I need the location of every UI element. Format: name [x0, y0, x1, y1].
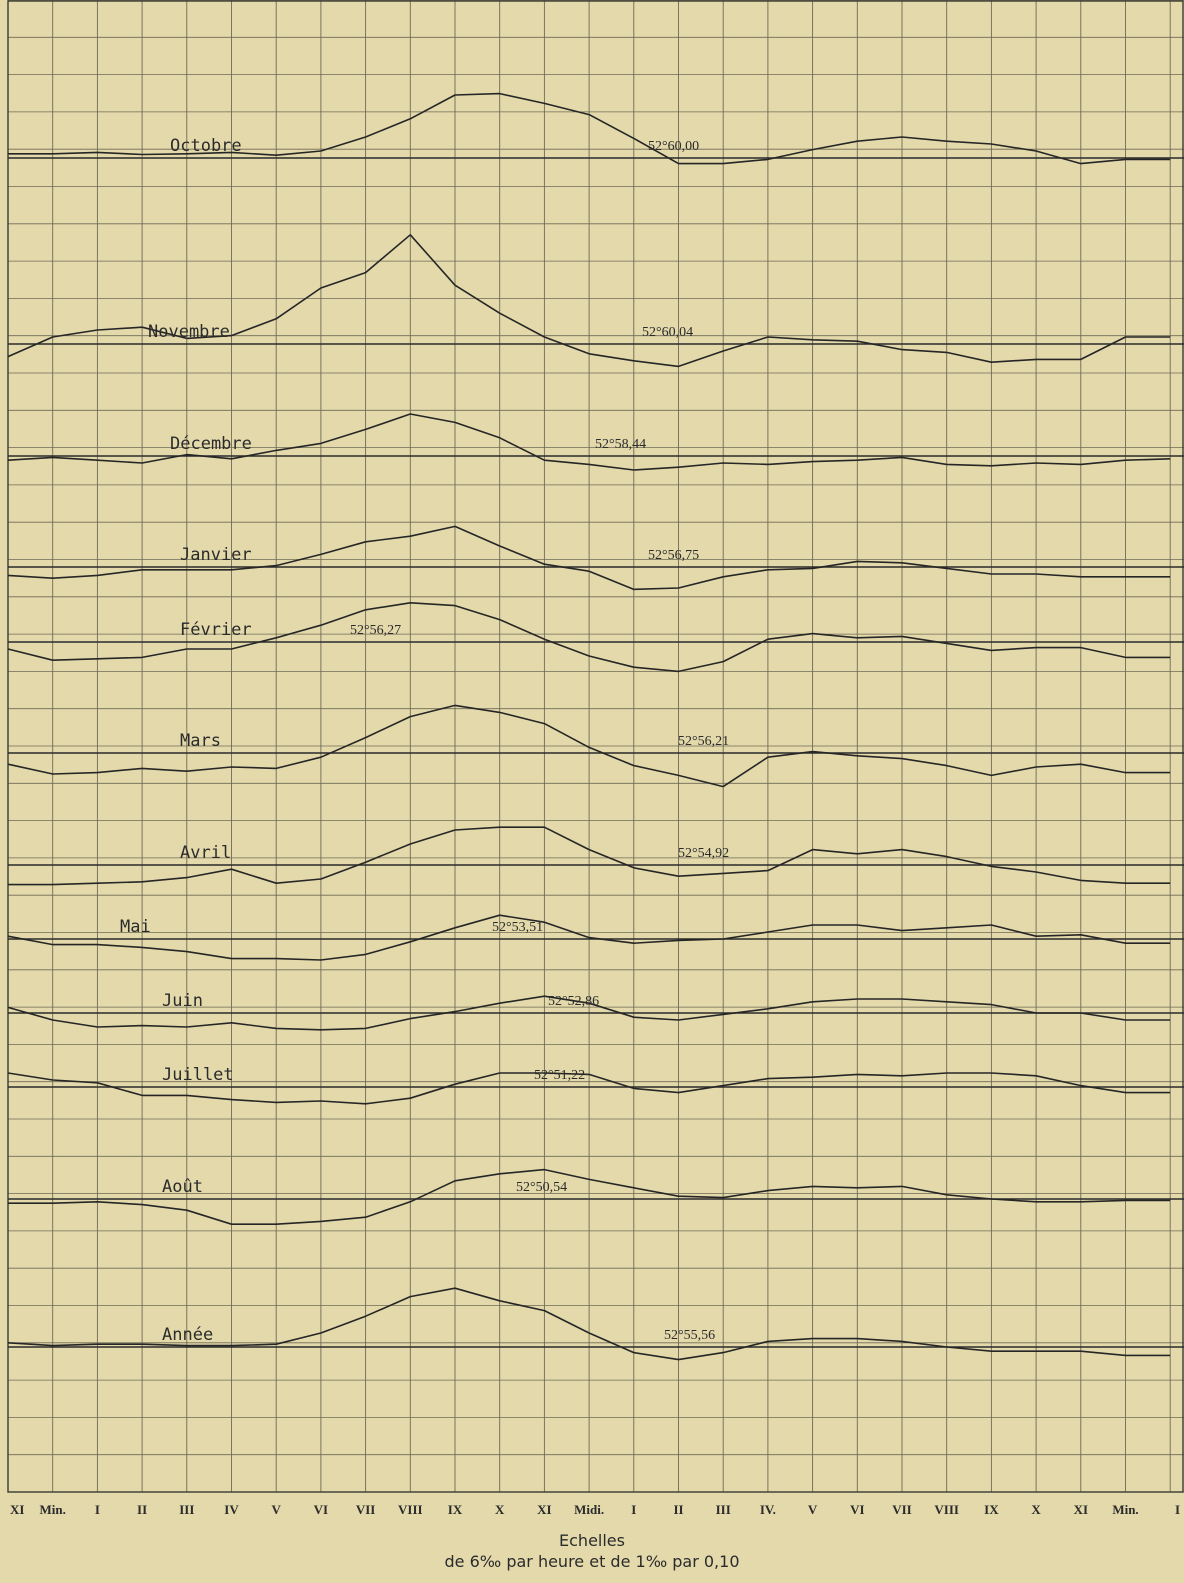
x-tick-label: XI: [10, 1502, 24, 1517]
mean-value-labels: 52°60,00 52°60,04 52°58,44 52°56,75 52°56,27…: [350, 139, 729, 1343]
chart-grid: [7, 0, 1184, 1493]
x-tick-label: III: [179, 1502, 194, 1517]
x-tick-label: I: [631, 1502, 636, 1517]
series-line-4: [7, 601, 1171, 673]
x-tick-label: II: [137, 1502, 147, 1517]
x-tick-label: VIII: [934, 1502, 959, 1517]
x-tick-label: IV: [224, 1502, 239, 1517]
series-mean-value-1: 52°60,04: [642, 325, 693, 340]
series-line-5: [7, 704, 1171, 788]
scale-caption-title: Echelles: [559, 1531, 625, 1550]
x-tick-label: IX: [448, 1502, 463, 1517]
x-tick-label: V: [808, 1502, 818, 1517]
series-label-5: Mars: [180, 731, 221, 751]
series-mean-value-9: 52°51,22: [534, 1068, 585, 1083]
series-label-2: Décembre: [170, 434, 252, 454]
series-line-0: [8, 92, 1171, 165]
series-mean-value-5: 52°56,21: [678, 734, 729, 749]
x-tick-label: X: [1031, 1502, 1041, 1517]
x-tick-label: III: [716, 1502, 731, 1517]
series-mean-value-7: 52°53,51: [492, 920, 543, 935]
series-label-6: Avril: [180, 843, 231, 863]
series-label-10: Août: [162, 1177, 203, 1197]
x-tick-label: Min.: [1112, 1502, 1138, 1517]
series-label-7: Mai: [120, 917, 151, 937]
series-line-7: [7, 914, 1171, 961]
scale-caption-detail: de 6‰ par heure et de 1‰ par 0,10: [445, 1552, 740, 1571]
x-tick-label: VI: [314, 1502, 328, 1517]
x-tick-label: V: [272, 1502, 282, 1517]
x-tick-label: XI: [537, 1502, 551, 1517]
hour-tick-labels: XI Min. I II III IV V VI VII VIII IX X XI Midi. I II III…: [10, 1502, 1180, 1517]
series-line-9: [7, 1072, 1171, 1105]
series-line-11: [7, 1287, 1171, 1361]
series-mean-value-2: 52°58,44: [595, 437, 646, 452]
series-label-11: Année: [162, 1325, 213, 1345]
series-line-1: [7, 234, 1171, 368]
series-mean-value-3: 52°56,75: [648, 548, 699, 563]
series-mean-value-0: 52°60,00: [648, 139, 699, 154]
series-label-1: Novembre: [148, 322, 230, 342]
x-tick-label: X: [495, 1502, 505, 1517]
x-tick-label: VI: [850, 1502, 864, 1517]
series-line-10: [8, 1168, 1171, 1225]
x-tick-label: VIII: [398, 1502, 423, 1517]
monthly-curves: [7, 92, 1171, 1361]
chart-frame: [7, 0, 1184, 1493]
series-line-8: [7, 995, 1171, 1031]
series-line-3: [7, 525, 1171, 591]
series-label-4: Février: [180, 620, 252, 640]
series-label-0: Octobre: [170, 136, 242, 156]
x-tick-label: II: [673, 1502, 683, 1517]
series-mean-value-4: 52°56,27: [350, 623, 401, 638]
series-mean-value-10: 52°50,54: [516, 1180, 567, 1195]
series-mean-value-8: 52°52,86: [548, 994, 599, 1009]
x-tick-label: Min.: [40, 1502, 66, 1517]
series-label-8: Juin: [162, 991, 203, 1011]
x-tick-label: VII: [356, 1502, 376, 1517]
series-mean-value-11: 52°55,56: [664, 1328, 715, 1343]
x-tick-label: IV.: [760, 1502, 776, 1517]
series-line-2: [7, 413, 1171, 471]
month-labels: Octobre Novembre Décembre Janvier Février Mar…: [120, 136, 252, 1345]
series-label-3: Janvier: [180, 545, 252, 565]
x-tick-label: XI: [1074, 1502, 1088, 1517]
x-tick-label: I: [95, 1502, 100, 1517]
series-label-9: Juillet: [162, 1065, 234, 1085]
x-tick-label: IX: [984, 1502, 999, 1517]
x-tick-label: Midi.: [574, 1502, 604, 1517]
series-line-6: [8, 826, 1171, 886]
series-mean-value-6: 52°54,92: [678, 846, 729, 861]
x-tick-label: VII: [892, 1502, 912, 1517]
x-tick-label: I: [1175, 1502, 1180, 1517]
